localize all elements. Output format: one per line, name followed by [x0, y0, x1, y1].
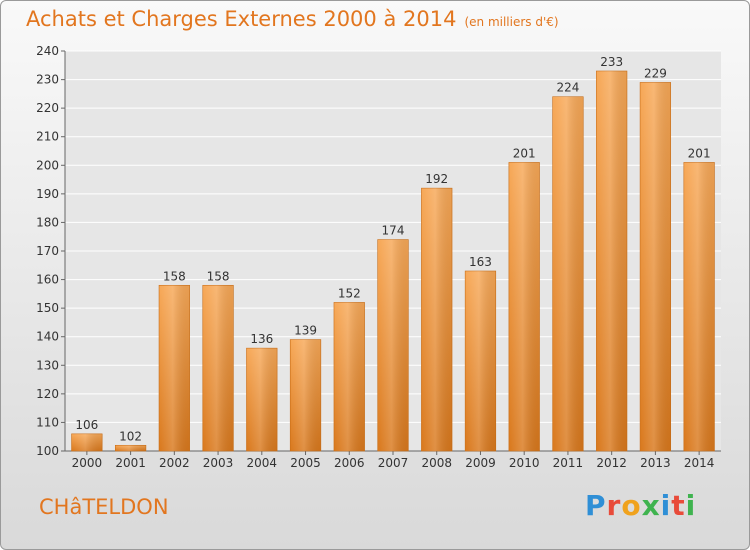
bar-value-label: 201	[513, 146, 536, 160]
x-tick-label: 2008	[421, 456, 452, 470]
x-tick-label: 2013	[640, 456, 671, 470]
y-tick-label: 140	[36, 330, 59, 344]
place-name: CHâTELDON	[39, 495, 169, 519]
x-tick-label: 2003	[203, 456, 234, 470]
x-tick-label: 2011	[553, 456, 584, 470]
y-tick-label: 190	[36, 187, 59, 201]
bar-value-label: 152	[338, 286, 361, 300]
y-tick-label: 130	[36, 358, 59, 372]
bar-value-label: 102	[119, 429, 142, 443]
logo-letter: o	[621, 489, 642, 522]
x-tick-label: 2002	[159, 456, 190, 470]
bar-value-label: 229	[644, 66, 667, 80]
y-tick-label: 210	[36, 130, 59, 144]
y-tick-label: 240	[36, 44, 59, 58]
x-tick-label: 2004	[247, 456, 278, 470]
logo-letter: r	[606, 489, 622, 522]
y-tick-label: 220	[36, 101, 59, 115]
x-tick-label: 2014	[684, 456, 715, 470]
bar-highlight	[640, 82, 671, 451]
bar-highlight	[246, 348, 278, 451]
bar-value-label: 106	[75, 418, 98, 432]
y-tick-label: 100	[36, 444, 59, 458]
bar-highlight	[465, 271, 496, 451]
bar-highlight	[202, 285, 234, 451]
logo-letter: x	[641, 489, 661, 522]
y-tick-label: 170	[36, 244, 59, 258]
chart-title-text: Achats et Charges Externes 2000 à 2014	[26, 7, 457, 31]
logo-letter: i	[660, 489, 672, 522]
y-tick-label: 200	[36, 158, 59, 172]
bar-highlight	[377, 239, 409, 451]
bar-highlight	[71, 433, 103, 451]
bar-value-label: 224	[556, 81, 579, 95]
chart-unit: (en milliers d'€)	[464, 15, 559, 29]
bar-value-label: 139	[294, 324, 317, 338]
bar-highlight	[683, 162, 715, 451]
bar-highlight	[290, 339, 321, 451]
bar-value-label: 158	[207, 269, 230, 283]
chart-title: Achats et Charges Externes 2000 à 2014 (e…	[26, 7, 559, 31]
bar-value-label: 174	[382, 224, 405, 238]
bar-value-label: 136	[250, 332, 273, 346]
bar-highlight	[115, 445, 146, 451]
bar-highlight	[596, 71, 627, 451]
y-tick-label: 230	[36, 73, 59, 87]
bar-highlight	[159, 285, 190, 451]
bar-highlight	[421, 188, 453, 451]
bar-highlight	[333, 302, 365, 451]
logo-letter: P	[585, 489, 607, 522]
y-tick-label: 180	[36, 215, 59, 229]
bar-value-label: 192	[425, 172, 448, 186]
bar-value-label: 158	[163, 269, 186, 283]
logo-letter: t	[671, 489, 686, 522]
x-tick-label: 2010	[509, 456, 540, 470]
x-tick-label: 2007	[378, 456, 409, 470]
x-tick-label: 2001	[115, 456, 146, 470]
y-tick-label: 160	[36, 273, 59, 287]
proxiti-logo: Proxiti	[585, 489, 696, 522]
bar-highlight	[552, 96, 584, 451]
x-tick-label: 2000	[72, 456, 103, 470]
y-tick-label: 110	[36, 415, 59, 429]
y-tick-label: 120	[36, 387, 59, 401]
bar-highlight	[508, 162, 540, 451]
y-tick-label: 150	[36, 301, 59, 315]
x-tick-label: 2012	[596, 456, 627, 470]
x-tick-label: 2006	[334, 456, 365, 470]
x-tick-label: 2009	[465, 456, 496, 470]
bar-value-label: 233	[600, 55, 623, 69]
logo-letter: i	[685, 489, 697, 522]
x-tick-label: 2005	[290, 456, 321, 470]
bar-value-label: 201	[688, 146, 711, 160]
bar-value-label: 163	[469, 255, 492, 269]
